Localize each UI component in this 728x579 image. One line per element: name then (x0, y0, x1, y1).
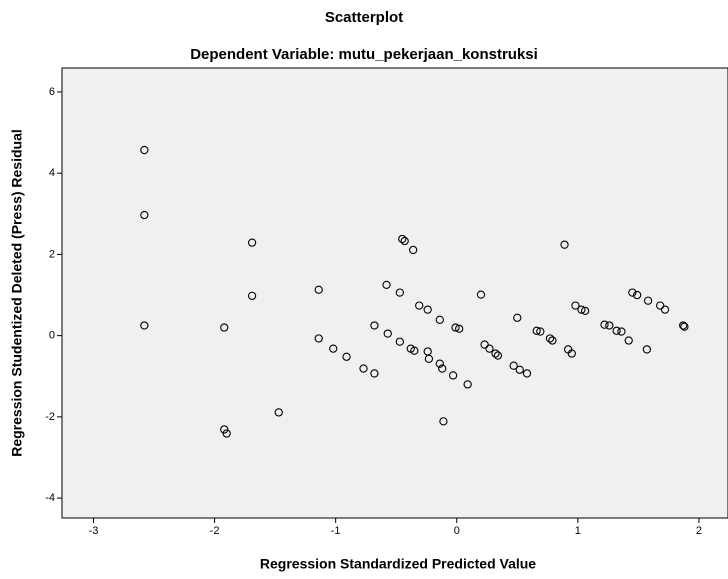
y-tick-label: 4 (49, 167, 55, 179)
point (612, 326, 621, 335)
point (415, 301, 424, 310)
point (383, 329, 392, 338)
point (220, 425, 229, 434)
point (395, 337, 404, 346)
point (274, 408, 283, 417)
point (643, 296, 653, 305)
point (448, 371, 458, 380)
plot-area (61, 67, 728, 519)
x-tick-label: 1 (575, 525, 581, 537)
point (395, 288, 404, 297)
point (491, 349, 500, 358)
point (398, 234, 407, 244)
point (567, 349, 576, 358)
y-tick-label: -4 (45, 492, 55, 504)
point (400, 236, 409, 246)
y-tick-label: 2 (49, 248, 55, 260)
chart-title: Scatterplot (325, 9, 403, 26)
point (424, 354, 434, 363)
point (359, 364, 368, 373)
y-tick-label: 0 (49, 330, 55, 342)
point (617, 327, 626, 336)
point (560, 240, 569, 249)
point (370, 321, 379, 330)
point (656, 301, 665, 310)
x-axis-label: Regression Standardized Predicted Value (260, 556, 536, 572)
point (548, 336, 557, 345)
point (140, 321, 149, 330)
point (532, 326, 541, 335)
point (642, 345, 652, 354)
point (605, 321, 614, 330)
point (423, 305, 432, 314)
point (342, 352, 351, 361)
x-tick-label: 2 (696, 525, 702, 537)
y-axis-label: Regression Studentized Deleted (Press) R… (9, 129, 25, 457)
point (513, 313, 522, 322)
point (624, 336, 633, 345)
point (580, 306, 590, 316)
point (410, 346, 419, 355)
point (438, 364, 447, 373)
point (329, 344, 338, 353)
point (476, 290, 486, 299)
point (439, 417, 448, 426)
x-tick-label: -1 (331, 525, 341, 537)
point (247, 238, 257, 247)
chart-subtitle: Dependent Variable: mutu_pekerjaan_konst… (190, 46, 538, 63)
point (536, 327, 545, 336)
point (680, 322, 689, 331)
point (628, 288, 637, 297)
point (222, 429, 231, 438)
point (455, 324, 464, 333)
point (545, 334, 555, 343)
point (571, 301, 580, 310)
point (660, 305, 670, 314)
point (480, 340, 489, 349)
point (600, 320, 609, 329)
x-tick-label: -3 (89, 525, 99, 537)
point (493, 351, 503, 360)
point (140, 210, 149, 220)
point (451, 323, 460, 332)
point (314, 334, 323, 343)
y-tick-label: 6 (49, 86, 55, 98)
point (679, 321, 688, 330)
point (140, 145, 149, 155)
point (522, 369, 532, 378)
point (509, 361, 518, 370)
point (247, 291, 257, 300)
point (409, 245, 418, 255)
x-tick-label: -2 (210, 525, 220, 537)
point (382, 280, 391, 290)
point (633, 290, 642, 300)
point (463, 380, 472, 389)
point (577, 305, 586, 314)
x-tick-label: 0 (454, 525, 460, 537)
point (515, 365, 524, 374)
point (220, 323, 229, 332)
point (314, 285, 323, 294)
y-tick-label: -2 (45, 411, 55, 423)
point (370, 369, 379, 378)
point (435, 359, 444, 368)
point (435, 315, 444, 324)
point (485, 344, 494, 353)
